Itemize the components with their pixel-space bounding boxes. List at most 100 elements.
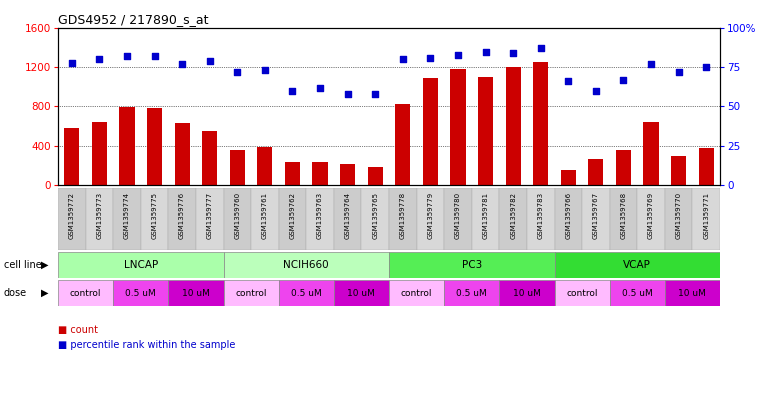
Text: GSM1359768: GSM1359768 [620,192,626,239]
Text: GSM1359766: GSM1359766 [565,192,572,239]
Bar [505,67,521,185]
Bar [478,77,493,185]
Text: GSM1359778: GSM1359778 [400,192,406,239]
Point [369,91,381,97]
Bar [251,188,279,250]
Text: ■ count: ■ count [58,325,98,334]
Bar [64,128,79,185]
Bar [147,108,162,185]
Point [507,50,519,56]
Text: GSM1359780: GSM1359780 [455,192,461,239]
Text: GSM1359779: GSM1359779 [428,192,433,239]
Bar [85,188,113,250]
Text: GSM1359765: GSM1359765 [372,192,378,239]
Point [535,45,547,51]
Text: 0.5 uM: 0.5 uM [622,288,653,298]
Text: GSM1359772: GSM1359772 [68,192,75,239]
Bar [616,150,631,185]
Bar [58,280,113,306]
Text: 0.5 uM: 0.5 uM [291,288,322,298]
Text: GSM1359767: GSM1359767 [593,192,599,239]
Text: GSM1359770: GSM1359770 [676,192,682,239]
Bar [257,147,272,185]
Bar [224,188,251,250]
Text: LNCAP: LNCAP [123,260,158,270]
Bar [665,188,693,250]
Point [590,88,602,94]
Point [176,61,188,67]
Point [700,64,712,70]
Bar [279,188,306,250]
Text: GSM1359763: GSM1359763 [317,192,323,239]
Text: PC3: PC3 [462,260,482,270]
Bar [113,280,168,306]
Text: dose: dose [4,288,27,298]
Bar [306,188,334,250]
Bar [561,170,576,185]
Bar [224,280,279,306]
Bar [368,167,383,185]
Text: GSM1359775: GSM1359775 [151,192,158,239]
Text: cell line: cell line [4,260,42,270]
Bar [230,150,245,185]
Point [314,84,326,91]
Point [342,91,354,97]
Text: GSM1359776: GSM1359776 [179,192,185,239]
Text: ■ percentile rank within the sample: ■ percentile rank within the sample [58,340,235,350]
Bar [168,280,224,306]
Bar [555,280,610,306]
Text: GSM1359762: GSM1359762 [289,192,295,239]
Bar [610,280,665,306]
Point [121,53,133,59]
Bar [389,280,444,306]
Bar [533,62,548,185]
Bar [555,252,720,278]
Bar [451,69,466,185]
Text: GSM1359782: GSM1359782 [510,192,516,239]
Text: GSM1359777: GSM1359777 [207,192,213,239]
Point [425,55,437,61]
Bar [699,148,714,185]
Text: 0.5 uM: 0.5 uM [457,288,487,298]
Bar [499,280,555,306]
Bar [196,188,224,250]
Point [204,58,216,64]
Point [479,48,492,55]
Bar [141,188,168,250]
Bar [361,188,389,250]
Text: 10 uM: 10 uM [679,288,706,298]
Bar [174,123,189,185]
Bar [119,107,135,185]
Bar [637,188,665,250]
Text: GSM1359781: GSM1359781 [482,192,489,239]
Text: 10 uM: 10 uM [513,288,541,298]
Point [259,67,271,73]
Point [94,56,106,62]
Bar [671,156,686,185]
Bar [644,122,658,185]
Bar [279,280,334,306]
Bar [58,252,224,278]
Text: NCIH660: NCIH660 [283,260,329,270]
Bar [389,188,416,250]
Text: GSM1359764: GSM1359764 [345,192,351,239]
Bar [472,188,499,250]
Point [452,51,464,58]
Bar [334,188,361,250]
Bar [499,188,527,250]
Bar [285,162,300,185]
Text: GDS4952 / 217890_s_at: GDS4952 / 217890_s_at [58,13,209,26]
Bar [168,188,196,250]
Point [562,78,575,84]
Bar [224,252,389,278]
Bar [58,188,85,250]
Point [396,56,409,62]
Text: GSM1359774: GSM1359774 [124,192,130,239]
Text: GSM1359771: GSM1359771 [703,192,709,239]
Point [617,77,629,83]
Text: ▶: ▶ [41,288,49,298]
Point [673,69,685,75]
Text: control: control [566,288,598,298]
Point [231,69,244,75]
Bar [665,280,720,306]
